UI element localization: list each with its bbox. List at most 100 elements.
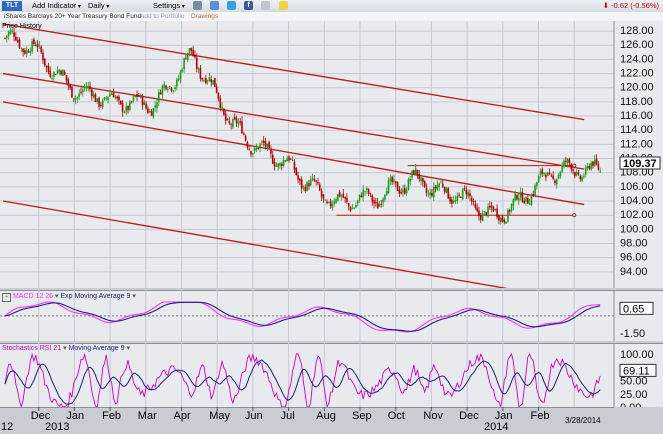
candle-body xyxy=(478,210,480,217)
year-label: 12 xyxy=(1,421,13,432)
stochastics-chart[interactable]: 100.0075.0050.0025.000.0069.11DecJanFebM… xyxy=(0,343,663,433)
candle-body xyxy=(215,86,218,93)
macd-chart[interactable]: 0.65 -1.50 xyxy=(0,290,663,341)
candle-body xyxy=(40,46,42,53)
stochastics-panel: 100.0075.0050.0025.000.0069.11DecJanFebM… xyxy=(0,343,663,433)
add-to-portfolio-link[interactable]: Add to Portfolio xyxy=(140,13,185,20)
candle-body xyxy=(492,206,495,212)
month-label: Oct xyxy=(388,410,405,422)
candle-body xyxy=(4,37,6,39)
candle-body xyxy=(172,90,175,92)
channel-line xyxy=(2,23,585,121)
candle-body xyxy=(559,171,562,177)
price-chart[interactable]: 128.00 126.00 124.00 122.00 120.00 118.00 116.… xyxy=(0,21,663,291)
candle-body xyxy=(447,188,450,199)
stoch-label: Stochastics RSI 21 xyxy=(2,345,62,352)
collapse-icon[interactable]: − xyxy=(2,293,11,302)
candle-body xyxy=(528,203,531,205)
month-label: Dec xyxy=(459,410,479,422)
candle-body xyxy=(38,44,41,46)
twitter-icon[interactable] xyxy=(227,1,236,10)
candle-body xyxy=(391,176,393,182)
candle-body xyxy=(376,202,379,209)
chevron-down-icon[interactable]: ▾ xyxy=(126,345,130,352)
candle-body xyxy=(539,171,542,175)
candle-body xyxy=(163,84,165,88)
candle-body xyxy=(590,163,592,170)
candle-body xyxy=(232,119,234,128)
candle-body xyxy=(541,169,544,174)
note-icon[interactable] xyxy=(279,1,288,10)
price-panel: 128.00 126.00 124.00 122.00 120.00 118.00 116.… xyxy=(0,21,663,291)
candle-body xyxy=(103,97,106,100)
candle-body xyxy=(199,67,202,79)
candle-body xyxy=(355,205,357,208)
candle-body xyxy=(577,172,580,175)
drawings-link[interactable]: Drawings xyxy=(191,13,219,20)
candle-body xyxy=(206,80,209,82)
chevron-down-icon[interactable]: ▾ xyxy=(63,345,67,352)
candle-body xyxy=(501,216,504,222)
candle-body xyxy=(574,172,576,177)
stoch-current-value: 69.11 xyxy=(623,365,650,377)
candle-body xyxy=(18,39,21,48)
candle-body xyxy=(530,195,533,205)
candle-body xyxy=(442,183,444,187)
settings-button[interactable]: Settings xyxy=(153,1,185,11)
macd-signal-line xyxy=(4,301,601,332)
candle-body xyxy=(393,179,395,183)
candle-body xyxy=(179,71,182,79)
month-label: Mar xyxy=(138,410,157,422)
last-date-label: 3/28/2014 xyxy=(565,416,601,425)
candle-body xyxy=(599,170,601,172)
candle-body xyxy=(503,219,506,223)
candle-body xyxy=(344,196,346,199)
share-icon[interactable] xyxy=(261,1,270,10)
candle-body xyxy=(110,93,113,95)
candle-body xyxy=(302,186,305,188)
candle-body xyxy=(241,121,243,134)
candle-body xyxy=(261,141,263,143)
candle-body xyxy=(246,142,249,148)
candle-body xyxy=(139,94,142,98)
macd-panel: 0.65 -1.50 − MACD 12 26 ▾ Exp Moving Aver… xyxy=(0,290,663,341)
candle-body xyxy=(432,186,435,198)
print-icon[interactable] xyxy=(193,1,202,10)
email-icon[interactable] xyxy=(210,1,219,10)
candle-body xyxy=(534,185,536,196)
candle-body xyxy=(375,201,377,203)
chevron-down-icon[interactable]: ▾ xyxy=(54,293,59,300)
candle-body xyxy=(282,159,285,166)
candle-body xyxy=(190,47,193,51)
candle-body xyxy=(176,79,178,87)
y-tick-label: 50.00 xyxy=(620,376,648,388)
candle-body xyxy=(575,172,578,176)
candle-body xyxy=(394,181,397,183)
facebook-icon[interactable]: f xyxy=(244,1,253,10)
chevron-down-icon[interactable]: ▾ xyxy=(132,293,136,300)
candle-body xyxy=(132,96,135,101)
candle-body xyxy=(490,205,493,208)
candle-body xyxy=(445,187,448,193)
candle-body xyxy=(494,209,497,210)
candle-body xyxy=(467,191,469,197)
candle-body xyxy=(470,197,473,202)
period-select[interactable]: Daily xyxy=(88,1,109,11)
candle-body xyxy=(212,80,214,85)
candle-body xyxy=(320,190,323,197)
candle-body xyxy=(425,187,428,194)
candle-body xyxy=(360,195,363,198)
candle-body xyxy=(299,178,301,182)
y-tick-label: -1.50 xyxy=(620,328,645,340)
candle-body xyxy=(326,201,328,204)
candle-body xyxy=(20,47,23,49)
candle-body xyxy=(36,44,39,48)
month-label: Jun xyxy=(245,410,263,422)
candle-body xyxy=(537,175,540,183)
candle-body xyxy=(6,35,8,39)
candle-body xyxy=(479,214,482,220)
candle-body xyxy=(499,217,502,222)
add-indicator-button[interactable]: Add Indicator xyxy=(32,1,81,11)
y-tick-label: 126.00 xyxy=(620,39,654,51)
symbol-field[interactable]: TLT xyxy=(2,1,22,11)
